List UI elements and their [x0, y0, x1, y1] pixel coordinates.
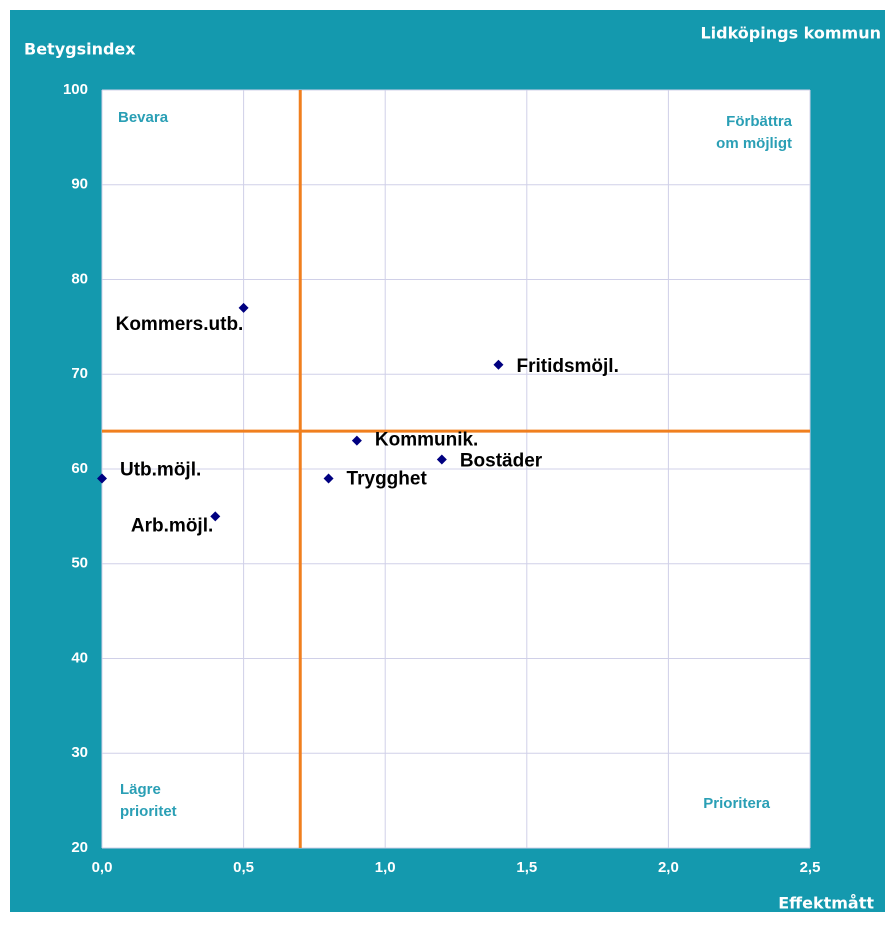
quadrant-label: Bevara [118, 109, 169, 126]
point-label: Kommunik. [375, 430, 478, 451]
data-point [493, 359, 504, 370]
quadrant-label: Prioritera [703, 795, 770, 812]
data-point [436, 454, 447, 465]
x-tick-label: 0,0 [92, 859, 113, 876]
y-axis-label: Betygsindex [24, 40, 136, 59]
x-tick-label: 2,5 [800, 859, 821, 876]
y-tick-label: 30 [71, 744, 88, 761]
data-point [210, 511, 221, 522]
data-point [323, 473, 334, 484]
y-tick-label: 70 [71, 365, 88, 382]
point-label: Arb.möjl. [131, 515, 213, 536]
point-label: Utb.möjl. [120, 459, 201, 480]
y-tick-label: 40 [71, 649, 88, 666]
x-tick-label: 1,0 [375, 859, 396, 876]
y-tick-label: 60 [71, 460, 88, 477]
x-tick-label: 2,0 [658, 859, 679, 876]
data-point [351, 435, 362, 446]
y-tick-label: 80 [71, 270, 88, 287]
data-point [238, 302, 249, 313]
y-tick-label: 90 [71, 176, 88, 193]
x-tick-label: 0,5 [233, 859, 254, 876]
y-tick-label: 100 [63, 81, 88, 98]
quadrant-label: Förbättra [726, 113, 792, 130]
data-point [97, 473, 107, 484]
y-tick-label: 50 [71, 555, 88, 572]
quadrant-label: Lägre [120, 781, 161, 798]
point-label: Trygghet [347, 468, 428, 489]
point-label: Fritidsmöjl. [516, 356, 618, 377]
y-tick-label: 20 [71, 839, 88, 856]
x-axis-label: Effektmått [778, 894, 874, 913]
chart-title: Lidköpings kommun [700, 24, 881, 43]
point-label: Kommers.utb. [116, 314, 244, 335]
x-tick-label: 1,5 [516, 859, 537, 876]
quadrant-label: om möjligt [716, 135, 792, 152]
quadrant-label: prioritet [120, 803, 177, 820]
point-label: Bostäder [460, 451, 543, 472]
